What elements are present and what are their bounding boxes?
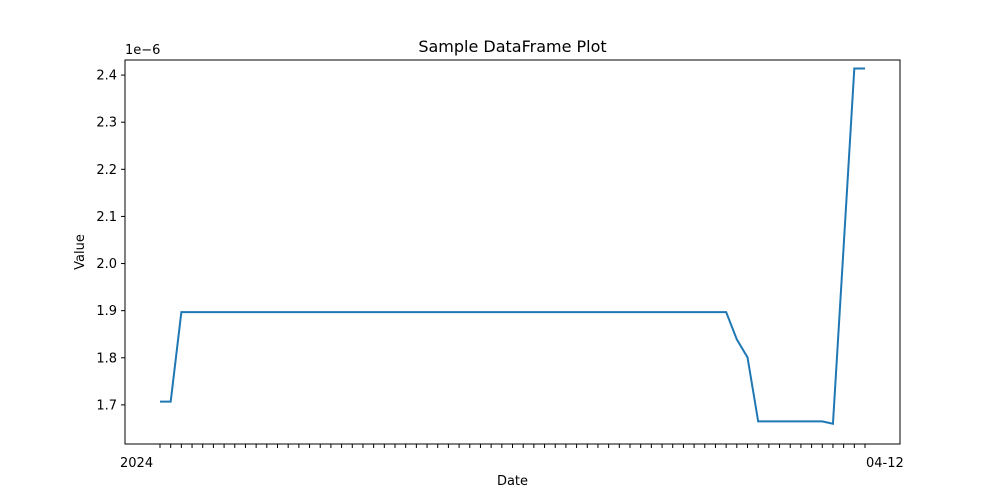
y-tick-label: 2.0 — [96, 257, 117, 272]
x-tick-label-last: 04-12 — [866, 456, 904, 471]
y-tick-label: 2.3 — [96, 116, 117, 131]
plot-frame — [124, 59, 901, 445]
series-line — [160, 67, 865, 425]
x-ticks — [159, 444, 866, 448]
x-tick-label-first: 2024 — [120, 456, 153, 471]
y-tick-label: 2.4 — [96, 69, 117, 84]
y-tick-label: 1.8 — [96, 351, 117, 366]
y-tick-label: 2.1 — [96, 210, 117, 225]
y-axis-label: Value — [73, 234, 88, 270]
x-axis-label: Date — [497, 474, 528, 489]
y-tick-label: 1.7 — [96, 398, 117, 413]
y-tick-label: 2.2 — [96, 163, 117, 178]
y-axis-offset: 1e−6 — [125, 43, 160, 58]
y-ticks: 1.7 1.8 1.9 2.0 2.1 2.2 2.3 2.4 — [96, 69, 125, 413]
y-tick-label: 1.9 — [96, 304, 117, 319]
chart-title: Sample DataFrame Plot — [418, 37, 606, 56]
